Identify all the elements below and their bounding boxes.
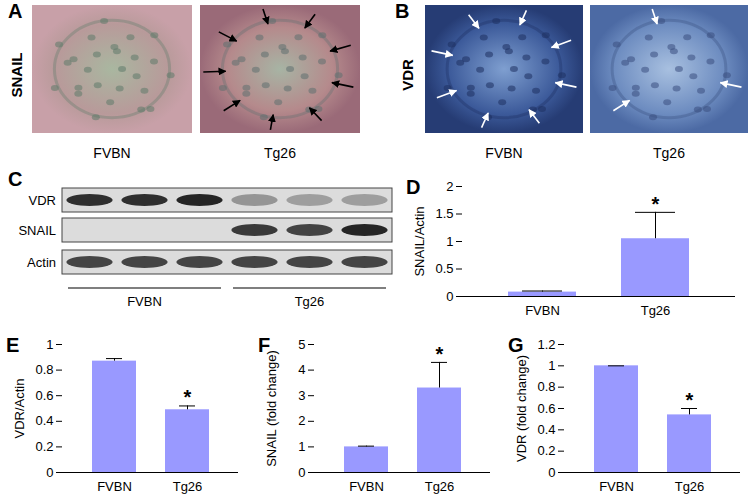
svg-text:1: 1 xyxy=(446,234,453,249)
html-text:F: F xyxy=(258,334,271,356)
svg-text:Tg26: Tg26 xyxy=(425,479,455,494)
svg-text:0.2: 0.2 xyxy=(537,443,555,458)
svg-text:VDR: VDR xyxy=(399,59,416,91)
svg-text:0: 0 xyxy=(446,289,453,304)
html-text:D: D xyxy=(406,176,421,198)
svg-text:Tg26: Tg26 xyxy=(264,145,296,161)
svg-text:0.4: 0.4 xyxy=(35,413,53,428)
svg-text:FVBN: FVBN xyxy=(127,294,162,309)
svg-text:Tg26: Tg26 xyxy=(295,294,325,309)
svg-text:0: 0 xyxy=(548,465,555,480)
svg-text:Tg26: Tg26 xyxy=(641,303,671,318)
svg-text:C: C xyxy=(8,168,22,190)
html-text:G: G xyxy=(508,334,524,356)
svg-text:0: 0 xyxy=(298,465,305,480)
svg-text:*: * xyxy=(652,193,660,215)
svg-text:FVBN: FVBN xyxy=(525,303,560,318)
svg-text:SNAIL: SNAIL xyxy=(18,223,56,238)
svg-text:Actin: Actin xyxy=(27,255,56,270)
svg-text:FVBN: FVBN xyxy=(97,479,132,494)
svg-text:1: 1 xyxy=(46,337,53,352)
svg-text:FVBN: FVBN xyxy=(349,479,384,494)
svg-text:2: 2 xyxy=(298,413,305,428)
svg-text:*: * xyxy=(184,386,192,408)
svg-text:3: 3 xyxy=(298,388,305,403)
svg-text:Tg26: Tg26 xyxy=(173,479,203,494)
svg-text:SNAIL: SNAIL xyxy=(8,53,25,98)
html-text:E: E xyxy=(6,334,20,356)
svg-text:SNAIL (fold change): SNAIL (fold change) xyxy=(264,350,279,467)
svg-text:FVBN: FVBN xyxy=(93,145,130,161)
svg-text:4: 4 xyxy=(298,362,305,377)
svg-text:0.2: 0.2 xyxy=(35,439,53,454)
svg-text:1: 1 xyxy=(548,358,555,373)
svg-text:SNAIL/Actin: SNAIL/Actin xyxy=(412,206,427,276)
svg-text:1.2: 1.2 xyxy=(537,337,555,352)
svg-text:*: * xyxy=(686,389,694,411)
svg-text:0.8: 0.8 xyxy=(35,362,53,377)
svg-text:Tg26: Tg26 xyxy=(675,479,705,494)
svg-text:5: 5 xyxy=(298,337,305,352)
svg-text:0.6: 0.6 xyxy=(537,401,555,416)
svg-text:VDR/Actin: VDR/Actin xyxy=(12,379,27,439)
svg-text:0.5: 0.5 xyxy=(435,261,453,276)
svg-text:B: B xyxy=(395,0,409,22)
svg-text:VDR (fold change): VDR (fold change) xyxy=(514,355,529,462)
svg-text:VDR: VDR xyxy=(29,193,56,208)
svg-text:0.4: 0.4 xyxy=(537,422,555,437)
svg-text:*: * xyxy=(436,343,444,365)
svg-text:0.8: 0.8 xyxy=(537,379,555,394)
svg-text:1.5: 1.5 xyxy=(435,206,453,221)
svg-text:Tg26: Tg26 xyxy=(653,145,685,161)
svg-text:1: 1 xyxy=(298,439,305,454)
svg-text:0: 0 xyxy=(46,465,53,480)
svg-text:FVBN: FVBN xyxy=(599,479,634,494)
svg-text:0.6: 0.6 xyxy=(35,388,53,403)
svg-text:FVBN: FVBN xyxy=(485,145,522,161)
svg-text:A: A xyxy=(8,0,22,22)
svg-text:2: 2 xyxy=(446,179,453,194)
